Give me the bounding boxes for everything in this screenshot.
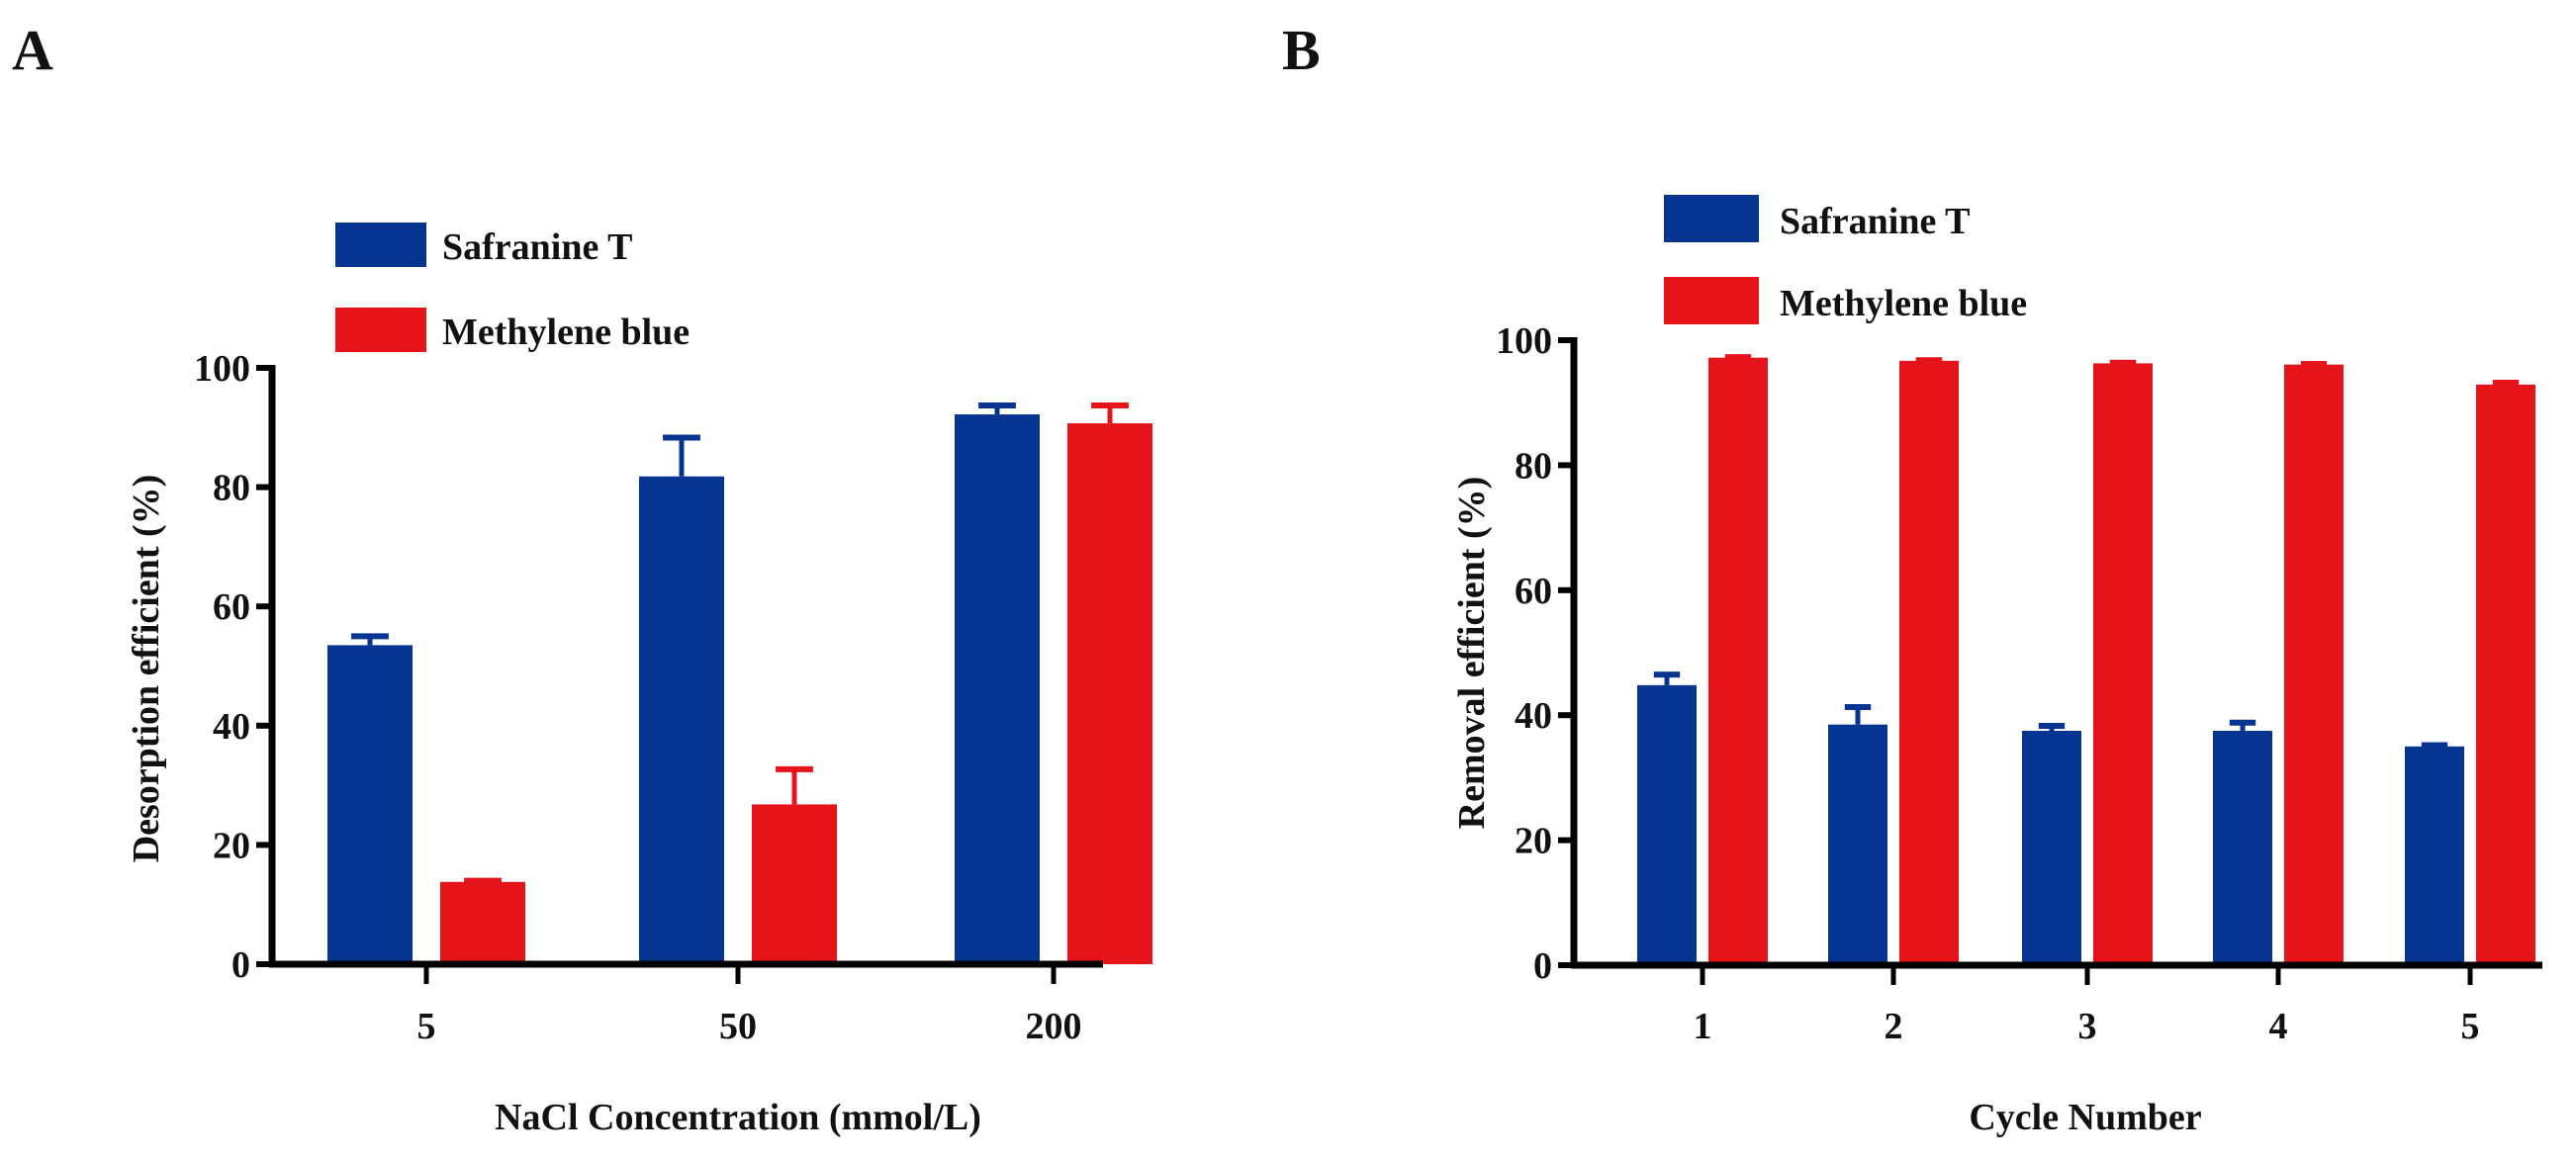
bar-a-safranine-200 [955,414,1040,964]
y-axis-title-b: Removal efficient (%) [1451,477,1493,830]
bar-b-methylene-3 [2093,363,2153,965]
bar-b-safranine-5 [2405,746,2464,965]
bar-b-methylene-5 [2476,384,2535,965]
legend-label-methylene-b: Methylene blue [1780,283,2027,324]
legend-swatch-safranine-b [1664,195,1759,242]
panel-label-b: B [1282,18,1321,82]
y-tick-label-a-80: 80 [213,468,250,509]
y-tick-label-b-100: 100 [1496,320,1552,362]
y-tick-label-a-20: 20 [213,825,250,866]
y-tick-label-a-100: 100 [194,348,250,390]
y-tick-label-b-80: 80 [1515,445,1552,487]
bar-b-safranine-3 [2022,731,2081,965]
y-tick-label-b-40: 40 [1515,695,1552,737]
y-tick-label-b-0: 0 [1533,945,1552,987]
bar-a-methylene-200 [1067,423,1152,965]
x-tick-label-b-1: 1 [1694,1006,1712,1047]
y-tick-label-a-0: 0 [231,944,250,986]
bar-b-safranine-4 [2213,731,2272,965]
panel-label-a: A [12,18,53,82]
y-tick-label-b-60: 60 [1515,571,1552,612]
x-tick-label-b-3: 3 [2078,1006,2097,1047]
x-tick-label-b-2: 2 [1885,1006,1903,1047]
bar-a-methylene-5 [440,881,525,964]
x-tick-label-b-5: 5 [2461,1006,2480,1047]
bar-b-methylene-2 [1899,360,1959,966]
x-tick-label-a-5: 5 [417,1006,436,1047]
legend-swatch-methylene-a [335,308,426,352]
legend-swatch-safranine-a [335,223,426,267]
legend-swatch-methylene-b [1664,277,1759,324]
y-tick-label-a-60: 60 [213,586,250,628]
chart-b-removal: Removal efficient (%) Cycle Number Safra… [1451,195,2542,1138]
bar-b-safranine-1 [1637,684,1697,965]
bar-b-safranine-2 [1828,724,1887,965]
y-axis-title-a: Desorption efficient (%) [126,475,167,863]
legend-label-methylene-a: Methylene blue [442,312,690,353]
x-axis-title-b: Cycle Number [1969,1097,2201,1138]
y-tick-label-a-40: 40 [213,706,250,748]
y-tick-label-b-20: 20 [1515,821,1552,862]
legend-label-safranine-a: Safranine T [442,226,633,268]
bar-a-methylene-50 [752,804,837,964]
legend-label-safranine-b: Safranine T [1780,201,1971,242]
bar-b-methylene-1 [1708,357,1768,965]
x-axis-title-a: NaCl Concentration (mmol/L) [495,1097,981,1138]
bar-b-methylene-4 [2284,364,2344,965]
x-tick-label-a-200: 200 [1026,1006,1082,1047]
bar-a-safranine-5 [327,645,413,964]
chart-a-desorption: Desorption efficient (%) NaCl Concentrat… [126,223,1152,1138]
x-tick-label-a-50: 50 [719,1006,757,1047]
x-tick-label-b-4: 4 [2269,1006,2288,1047]
bar-a-safranine-50 [639,476,724,964]
